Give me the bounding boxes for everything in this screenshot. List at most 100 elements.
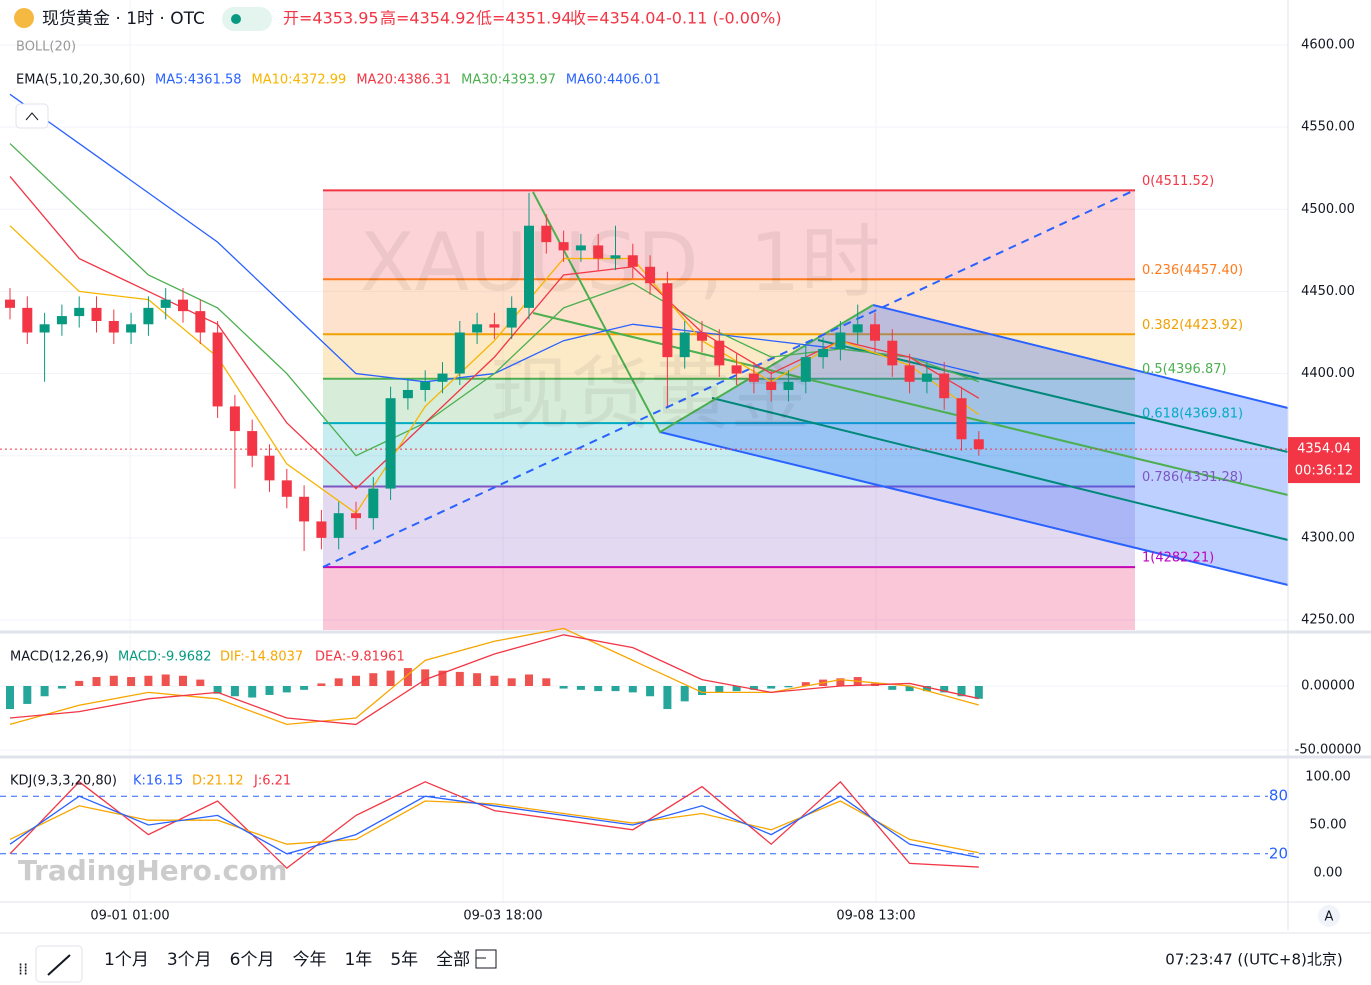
range-button[interactable]: 5年	[390, 950, 418, 970]
fib-band	[323, 190, 1135, 280]
chevron	[25, 112, 39, 121]
macd-bar	[75, 680, 84, 686]
candle-body	[22, 307, 33, 333]
candle-body	[178, 299, 188, 312]
kdj-tick-label: 0.00	[1314, 866, 1343, 881]
macd-bar	[836, 678, 845, 686]
macd-bar	[248, 686, 257, 698]
range-button[interactable]: 1年	[344, 950, 372, 970]
candle-body	[818, 348, 829, 358]
candle-body	[610, 255, 621, 259]
ma-line	[9, 176, 980, 490]
candle-body	[264, 455, 275, 481]
range-button[interactable]: 3个月	[167, 950, 212, 970]
compare-icon[interactable]	[475, 949, 497, 969]
candle-body	[852, 324, 863, 333]
d-value: D:21.12	[192, 774, 244, 789]
watermark: XAUUSD, 1时	[360, 216, 881, 309]
macd-bar	[317, 683, 326, 686]
candle-body	[316, 521, 327, 538]
macd-bar	[92, 677, 101, 686]
macd-bar	[196, 679, 205, 686]
candle-body	[385, 398, 396, 489]
candle-body	[160, 299, 171, 308]
macd-tick-label: 0.00000	[1301, 679, 1355, 694]
ohlc-low: 低=4351.94	[476, 9, 572, 28]
fib-label: 0.786(4331.28)	[1142, 470, 1243, 485]
kdj-tick-label: 50.00	[1309, 818, 1346, 833]
status-pill	[222, 7, 272, 31]
macd-bar	[749, 686, 758, 690]
candle-body	[56, 316, 67, 325]
fib-label: 0.382(4423.92)	[1142, 318, 1243, 333]
macd-bar	[507, 678, 516, 686]
macd-bar	[386, 670, 395, 686]
watermark: 现货黄金	[490, 348, 810, 441]
price-tag	[1288, 437, 1360, 484]
candle-body	[437, 373, 448, 382]
macd-bar	[525, 674, 533, 686]
candle-body	[454, 332, 465, 374]
candle-body	[247, 431, 258, 456]
macd-bar	[6, 686, 14, 710]
macd-value: MACD:-9.9682	[118, 650, 212, 665]
macd-bar	[559, 686, 568, 689]
boll-label: BOLL(20)	[16, 40, 76, 55]
collapse-button[interactable]	[15, 103, 49, 129]
macd-title: MACD(12,26,9)	[10, 650, 109, 665]
k-line	[9, 795, 979, 859]
macd-bar	[403, 668, 412, 686]
candle-body	[402, 390, 413, 399]
pen-icon	[47, 954, 71, 976]
candle-body	[333, 513, 344, 538]
kdj-level-label: 80	[1269, 787, 1288, 805]
ma-line	[9, 225, 980, 515]
macd-bar	[628, 686, 637, 693]
macd-bar	[213, 686, 222, 694]
macd-bar	[940, 686, 949, 693]
trend-line	[532, 312, 1289, 496]
macd-bar	[801, 682, 810, 686]
macd-bar	[161, 674, 170, 686]
macd-bar	[888, 686, 897, 690]
grip-icon[interactable]: ⁞⁞	[18, 960, 28, 979]
brand-watermark: TradingHero.com	[18, 854, 287, 887]
range-button[interactable]: 全部	[436, 950, 470, 970]
ohlc-open: 开=4353.95	[283, 9, 379, 28]
ma-label: MA20:4386.31	[356, 73, 451, 88]
dashed-trend	[322, 189, 1136, 568]
macd-bar	[542, 678, 551, 686]
range-button[interactable]: 今年	[292, 950, 326, 970]
macd-bar	[352, 675, 360, 686]
range-button[interactable]: 6个月	[230, 950, 275, 970]
macd-bar	[369, 673, 378, 686]
countdown: 00:36:12	[1295, 464, 1353, 479]
range-button[interactable]: 1个月	[104, 950, 149, 970]
macd-bar	[784, 686, 793, 688]
candle-body	[506, 307, 517, 328]
fib-label: 0.618(4369.81)	[1142, 407, 1243, 422]
macd-bar	[922, 686, 931, 692]
macd-bar	[663, 686, 672, 710]
macd-bar	[334, 678, 343, 686]
time-label: 09-03 18:00	[463, 909, 542, 924]
fib-band	[323, 423, 1135, 487]
ohlc-high: 高=4354.92	[380, 9, 476, 28]
ma-label: MA30:4393.97	[461, 73, 556, 88]
ma-label: MA10:4372.99	[252, 73, 347, 88]
macd-bar	[127, 677, 136, 686]
auto-button[interactable]	[1318, 905, 1340, 927]
series: 09-01 01:00 09-03 18:00 09-08 13:00 4600.00…	[5, 38, 1361, 970]
fib-label: 0(4511.52)	[1142, 174, 1214, 189]
candle-body	[420, 381, 431, 390]
price-tick-label: 4450.00	[1301, 284, 1355, 299]
ma-label: MA5:4361.58	[155, 73, 242, 88]
fib-band	[323, 567, 1135, 630]
macd-bar	[594, 686, 603, 692]
fib-band	[323, 486, 1135, 568]
macd-bar	[40, 686, 49, 697]
change: -0.11 (-0.00%)	[666, 9, 782, 28]
candle-body	[299, 496, 310, 522]
kdj-level-label: 20	[1269, 844, 1288, 862]
